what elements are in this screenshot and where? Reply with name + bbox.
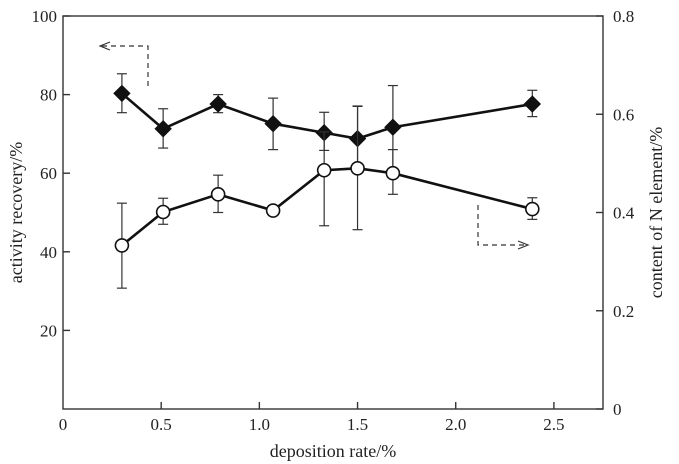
circle-point: [210, 187, 226, 202]
circle-point: [114, 238, 130, 253]
left-y-axis-title: activity recovery/%: [6, 142, 26, 283]
circle-point: [385, 165, 401, 181]
circle-point: [525, 201, 540, 217]
diamond-point: [113, 84, 131, 103]
right-y-tick-label: 0.8: [613, 7, 634, 26]
left-y-tick-label: 60: [40, 164, 57, 183]
diamond-point: [264, 114, 282, 133]
x-tick-label: 0: [59, 415, 68, 434]
right-series-line: [121, 166, 533, 247]
diamond-point: [209, 95, 227, 113]
left-y-tick-label: 80: [40, 86, 57, 105]
left-axis-arrow: [100, 45, 149, 86]
plot-frame: [62, 15, 604, 410]
diamond-point: [523, 95, 542, 113]
right-y-axis-title: content of N element/%: [646, 127, 666, 298]
data-marks: [113, 73, 542, 289]
left-y-tick-label: 20: [40, 321, 57, 340]
x-tick-label: 2.5: [543, 415, 564, 434]
left-axis-arrowhead: [98, 41, 111, 51]
circle-point: [316, 162, 332, 178]
right-axis-arrow: [477, 205, 528, 246]
diamond-point: [154, 120, 172, 138]
circle-point: [350, 160, 365, 176]
right-y-tick-label: 0.4: [613, 204, 635, 223]
left-y-tick-label: 100: [32, 7, 58, 26]
left-y-tick-label: 40: [40, 243, 57, 262]
x-tick-label: 1.0: [249, 415, 270, 434]
axes: [62, 15, 604, 410]
right-axis-arrowhead: [517, 240, 530, 250]
diamond-point: [384, 118, 402, 136]
tick-labels: 0 0.5 1.0 1.5 2.0 2.5 20 40 60 80 100 0 0.2 0.4 0.6 0.8: [32, 7, 635, 434]
axis-indicator-arrows: [98, 41, 530, 250]
x-axis-title: deposition rate/%: [270, 441, 396, 461]
circle-point: [155, 204, 171, 220]
x-tick-label: 0.5: [151, 415, 172, 434]
x-tick-label: 2.0: [445, 415, 466, 434]
right-y-tick-label: 0.2: [613, 302, 634, 321]
x-tick-label: 1.5: [347, 415, 368, 434]
circle-point: [265, 203, 281, 218]
right-y-tick-label: 0: [613, 400, 622, 419]
right-y-tick-label: 0.6: [613, 105, 634, 124]
